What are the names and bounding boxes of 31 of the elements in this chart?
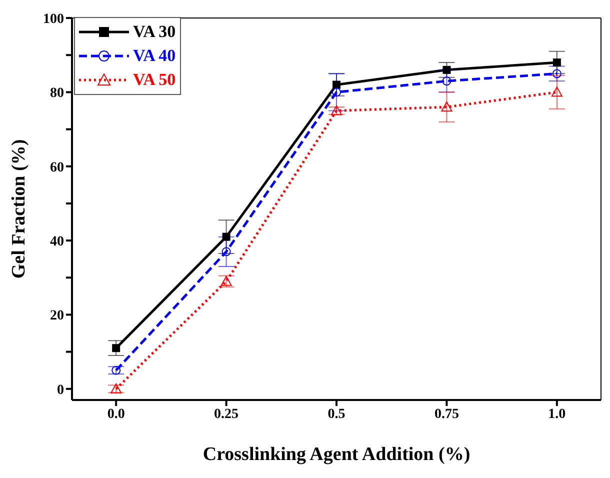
point xyxy=(442,76,452,86)
point xyxy=(332,80,340,89)
y-tick-label: 100 xyxy=(43,12,64,27)
point xyxy=(442,66,451,74)
x-tick-label: 0.5 xyxy=(328,406,346,422)
x-tick-label: 0.25 xyxy=(214,406,239,422)
point xyxy=(551,86,562,97)
point xyxy=(222,232,230,241)
point xyxy=(112,344,120,352)
y-tick-label: 20 xyxy=(50,308,64,324)
y-axis-title: Gel Fraction (%) xyxy=(8,139,30,279)
legend-label: VA 30 xyxy=(133,22,176,42)
point xyxy=(112,366,121,375)
legend-label: VA 50 xyxy=(133,70,176,90)
y-tick-label: 40 xyxy=(50,234,64,250)
y-tick-label: 80 xyxy=(50,86,64,102)
point xyxy=(332,88,341,97)
legend-label: VA 40 xyxy=(133,46,176,66)
point xyxy=(441,102,452,112)
y-tick-label: 60 xyxy=(50,160,64,176)
point xyxy=(110,383,122,394)
point xyxy=(552,69,562,78)
x-axis-title: Crosslinking Agent Addition (%) xyxy=(202,444,470,465)
x-tick-label: 0.75 xyxy=(434,406,459,422)
point xyxy=(552,58,561,67)
x-tick-label: 1.0 xyxy=(548,406,566,422)
point xyxy=(220,276,232,286)
point xyxy=(331,105,342,116)
point xyxy=(222,247,231,256)
x-tick-label: 0.0 xyxy=(107,406,125,422)
y-tick-label: 0 xyxy=(57,382,64,398)
